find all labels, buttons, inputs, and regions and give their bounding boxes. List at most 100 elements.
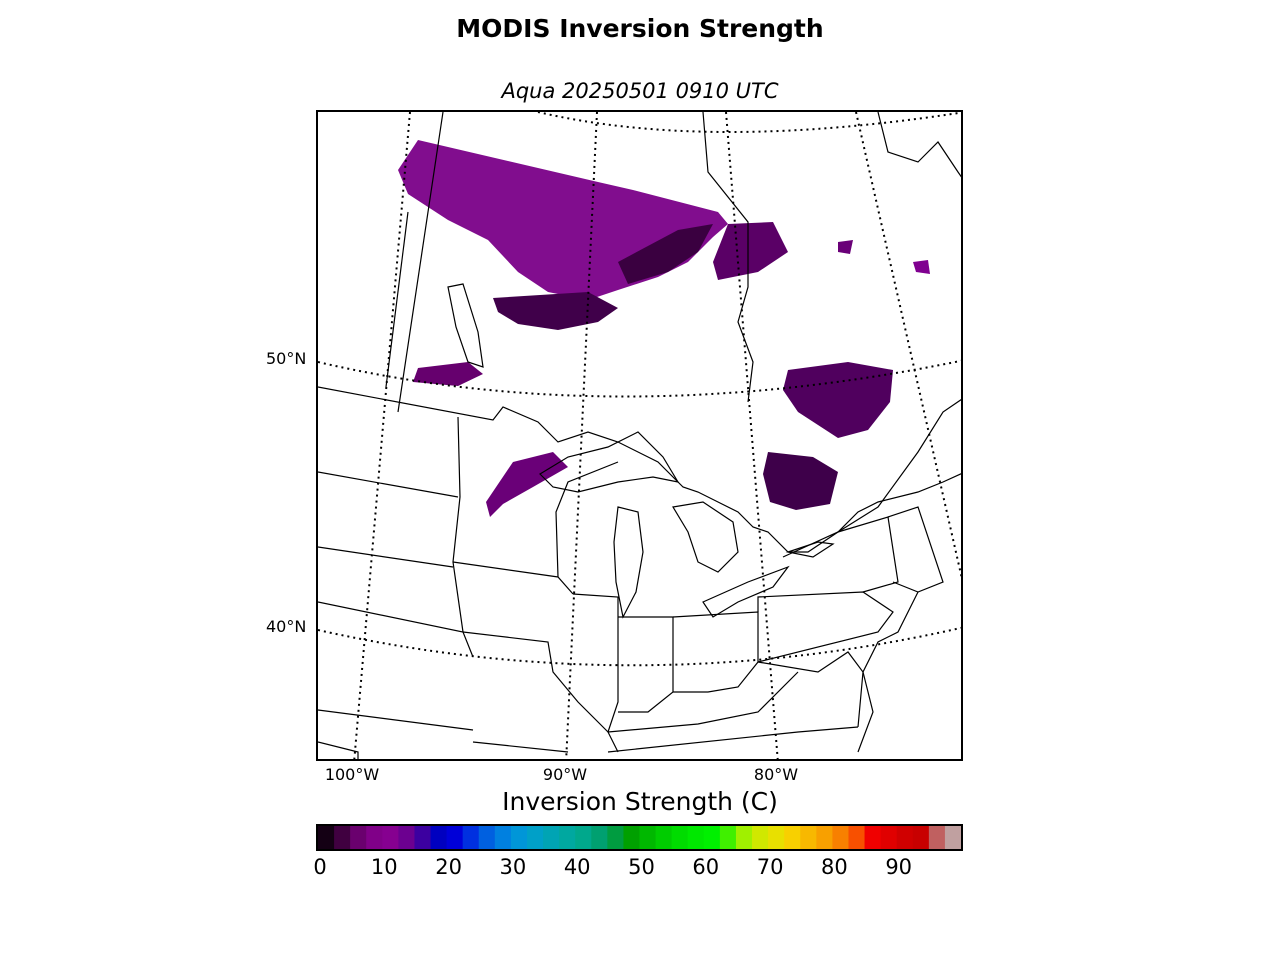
colorbar-swatch [591,826,608,849]
colorbar-tick-label: 80 [821,855,848,879]
swath-east [783,362,893,438]
meridian-70w [855,112,961,579]
state-line-sd [318,546,454,568]
colorbar-swatch [334,826,351,849]
parallel-60n [537,112,961,133]
lat-label-50n: 50°N [266,349,307,368]
colorbar-swatch [928,826,946,849]
colorbar-swatch [687,826,705,849]
colorbar-swatch [800,826,817,849]
parallel-50n [318,359,961,398]
colorbar-tick-label: 90 [885,855,913,879]
graticule [318,112,961,759]
meridian-100w [353,112,411,759]
colorbar-swatch [880,826,898,849]
lake-huron [672,501,739,573]
state-line-il [572,593,619,753]
colorbar-swatch [848,826,866,849]
province-line-2 [397,112,444,413]
swath-west-low [486,452,568,517]
colorbar-tick-label: 0 [313,855,327,879]
colorbar-swatch [350,826,367,849]
colorbar-swatches [318,826,961,849]
state-line-wi [555,461,619,578]
colorbar-tick-label: 60 [692,855,720,879]
lon-label-80w: 80°W [753,765,799,784]
hudson-coast [702,112,754,403]
colorbar-swatch [382,826,399,849]
state-line-ks [318,709,474,731]
colorbar-swatch [623,826,641,849]
great-lakes [447,283,835,619]
colorbar-swatch [510,826,528,849]
state-line-ok [318,741,359,759]
colorbar-tick-label: 70 [756,855,784,879]
colorbar-swatch [526,826,544,849]
state-line-ne [318,601,474,658]
colorbar-swatch [366,826,383,849]
colorbar-tick-label: 50 [628,855,655,879]
colorbar-tick-label: 20 [435,855,462,879]
lon-label-100w: 100°W [324,765,380,784]
swath-east-lower [763,452,838,510]
swath-north-dark [618,224,713,284]
lake-michigan [613,506,644,619]
chart-subtitle: Aqua 20250501 0910 UTC [501,79,779,103]
state-line-ne-states [887,506,944,593]
state-line-ky [607,671,799,733]
state-line-mn [452,416,464,633]
inversion-swaths [398,140,930,517]
lake-erie [702,565,790,618]
colorbar-swatch [462,826,480,849]
province-line-1 [385,211,409,388]
colorbar-swatch [912,826,930,849]
state-line-pa [757,591,894,663]
colorbar-swatch [446,826,464,849]
meridian-90w [565,112,598,759]
state-line-mo [462,631,609,733]
colorbar-tick-label: 30 [499,855,527,879]
meridian-80w [725,112,779,759]
colorbar-swatch [639,826,657,849]
colorbar-swatch [575,826,592,849]
colorbar-swatch [944,826,961,849]
lon-label-90w: 90°W [542,765,588,784]
colorbar-swatch [768,826,785,849]
quebec-coast [877,112,961,178]
colorbar-swatch [398,826,416,849]
chart-title: MODIS Inversion Strength [456,14,824,43]
atlantic-coast [857,591,919,753]
state-line-va [757,651,864,728]
map-canvas [318,112,961,759]
swath-north [398,140,728,300]
lat-label-40n: 40°N [266,617,307,636]
lake-winnipeg [447,283,484,368]
state-line-ar [472,741,569,753]
colorbar-swatch [816,826,833,849]
borders [318,112,961,759]
colorbar-swatch [655,826,673,849]
colorbar [316,824,963,851]
colorbar-swatch [864,826,882,849]
state-line-nd [318,471,459,498]
colorbar-swatch [752,826,769,849]
colorbar-swatch [494,826,512,849]
colorbar-swatch [559,826,576,849]
swath-ne [713,222,788,280]
colorbar-swatch [832,826,850,849]
colorbar-swatch [784,826,801,849]
colorbar-tick-label: 40 [563,855,591,879]
lake-ontario [785,541,835,558]
colorbar-swatch [896,826,914,849]
st-lawrence [837,399,961,533]
parallel-40n [318,626,961,667]
colorbar-swatch [543,826,560,849]
colorbar-swatch [607,826,625,849]
state-line-tn [607,726,859,753]
state-line-ia [452,561,574,595]
swath-west [413,362,483,386]
map-panel [316,110,963,761]
colorbar-swatch [735,826,753,849]
canada-us-border [318,386,961,553]
swath-central [493,292,618,330]
